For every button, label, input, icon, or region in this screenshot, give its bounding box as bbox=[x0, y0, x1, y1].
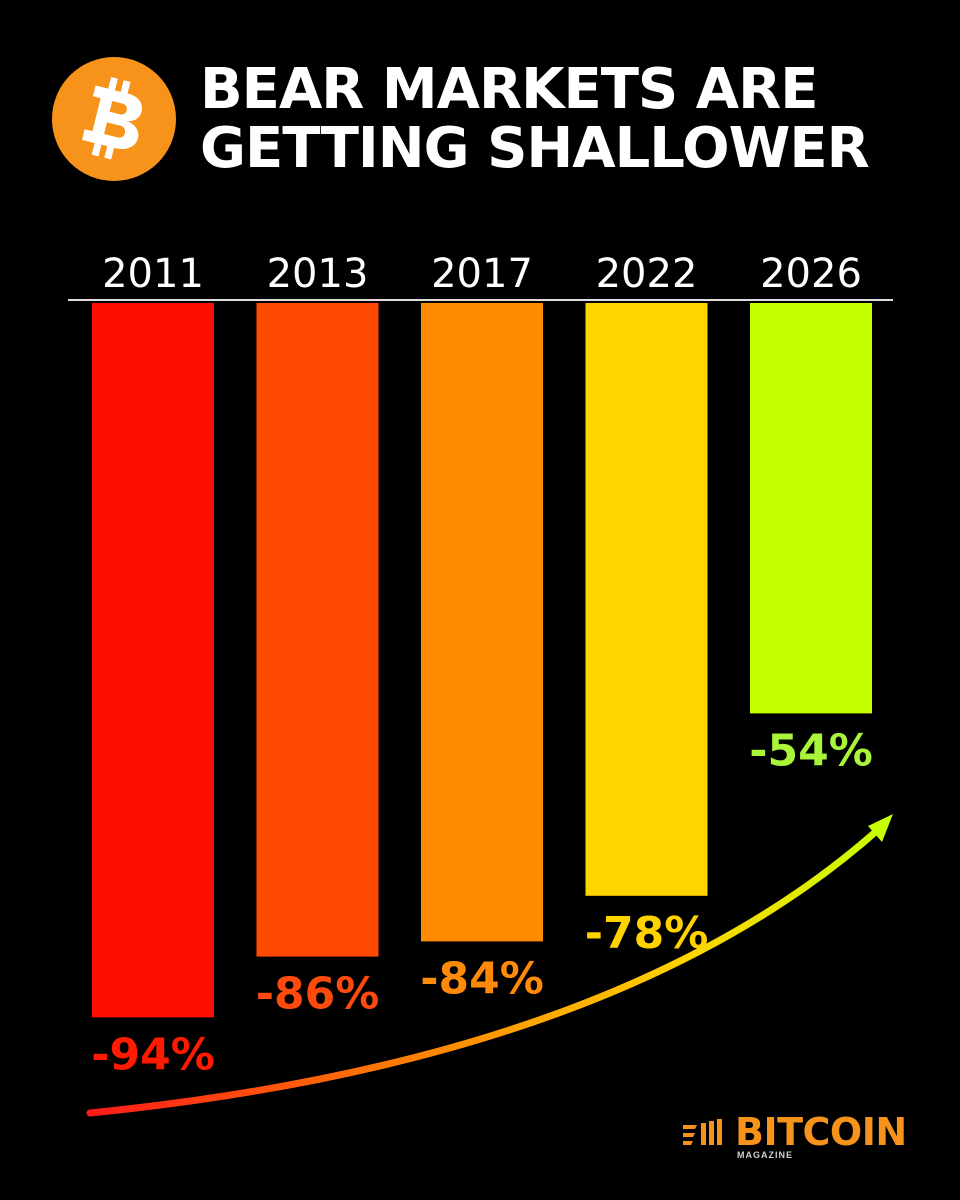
value-label-2013: -86% bbox=[256, 969, 380, 1020]
trend-arrow bbox=[86, 824, 884, 1117]
bar-2011 bbox=[92, 303, 214, 1018]
bitcoin-logo bbox=[52, 57, 176, 181]
category-label-2013: 2013 bbox=[267, 251, 369, 297]
bar-2017 bbox=[421, 303, 543, 942]
value-label-2011: -94% bbox=[91, 1029, 215, 1080]
page-title: BEAR MARKETS ARE GETTING SHALLOWER bbox=[200, 57, 870, 181]
bar-2013 bbox=[256, 303, 379, 957]
category-label-2022: 2022 bbox=[596, 251, 698, 297]
bitcoin-magazine-brand: BITCOIN MAGAZINE bbox=[683, 1108, 923, 1166]
category-label-2026: 2026 bbox=[760, 251, 862, 297]
trend-arrowhead bbox=[868, 814, 893, 842]
value-label-2026: -54% bbox=[749, 725, 873, 776]
brand-subtitle: MAGAZINE bbox=[737, 1150, 793, 1160]
bitcoin-icon bbox=[81, 77, 143, 160]
title-line-1: BEAR MARKETS ARE bbox=[200, 57, 818, 122]
bar-2026 bbox=[750, 303, 872, 714]
category-label-2017: 2017 bbox=[431, 251, 533, 297]
category-label-2011: 2011 bbox=[102, 251, 204, 297]
value-label-2017: -84% bbox=[420, 953, 544, 1004]
bitcoin-magazine-logo-mark bbox=[683, 1119, 722, 1145]
value-label-2022: -78% bbox=[585, 908, 709, 959]
bar-2022 bbox=[585, 303, 708, 896]
title-line-2: GETTING SHALLOWER bbox=[200, 116, 870, 181]
brand-name: BITCOIN bbox=[735, 1110, 907, 1154]
